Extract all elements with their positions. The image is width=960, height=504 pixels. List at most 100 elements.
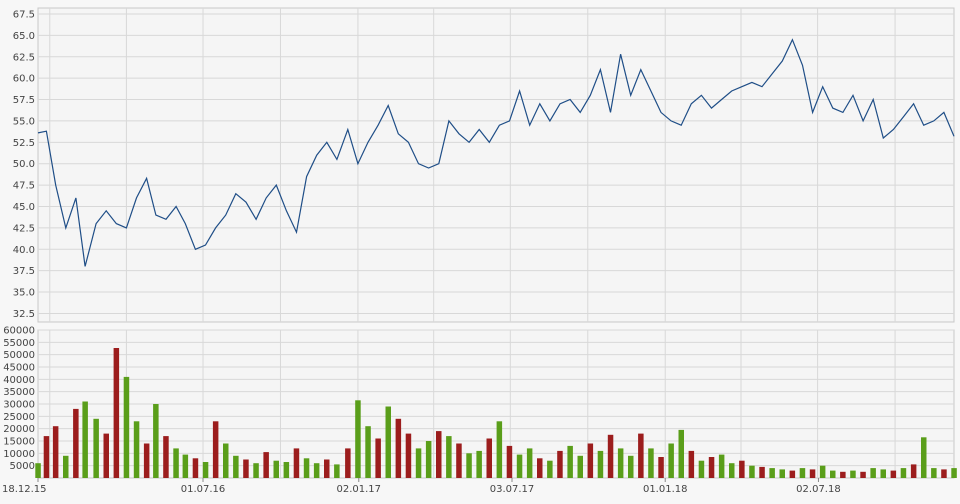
price-y-tick-label: 45.0	[13, 202, 35, 213]
volume-bar	[870, 468, 876, 478]
x-tick-label: 02.01.17	[337, 484, 382, 495]
volume-bar	[113, 348, 120, 478]
x-tick-label: 03.07.17	[490, 484, 535, 495]
volume-bar	[93, 418, 99, 478]
volume-bar	[789, 470, 796, 478]
volume-bar	[273, 460, 279, 478]
price-y-tick-label: 65.0	[13, 31, 35, 42]
x-axis: 18.12.15 01.07.16 02.01.17 03.07.17 01.01.18…	[2, 478, 841, 495]
volume-bar	[739, 460, 745, 478]
volume-bar	[192, 458, 199, 478]
volume-bar	[436, 431, 442, 478]
volume-bar	[547, 460, 553, 478]
volume-bar	[486, 438, 492, 478]
volume-bar	[202, 462, 209, 478]
price-y-tick-label: 40.0	[13, 245, 35, 256]
volume-bar	[355, 400, 361, 478]
volume-y-tick-label: 30000	[3, 400, 35, 411]
volume-bar	[931, 468, 937, 478]
volume-bar	[395, 418, 402, 478]
price-y-tick-label: 47.5	[13, 181, 35, 192]
volume-bar	[749, 465, 755, 478]
volume-bar	[133, 421, 140, 478]
volume-bar	[597, 450, 604, 478]
volume-y-tick-label: 5000	[10, 461, 35, 472]
volume-bar	[233, 455, 239, 478]
volume-y-tick-label: 50000	[3, 350, 35, 361]
volume-bar	[668, 443, 674, 478]
volume-bar	[173, 448, 179, 478]
volume-bar	[63, 455, 69, 478]
volume-bar	[212, 421, 219, 478]
volume-bar	[405, 433, 412, 478]
price-y-tick-label: 60.0	[13, 74, 35, 85]
volume-bar	[324, 459, 330, 478]
volume-bar	[313, 463, 320, 478]
volume-bar	[466, 453, 472, 478]
volume-bar	[900, 468, 907, 478]
volume-bar	[567, 445, 573, 478]
price-series-line	[37, 38, 955, 267]
volume-bar	[143, 443, 150, 478]
volume-bar	[35, 463, 41, 478]
volume-bar	[577, 455, 583, 478]
volume-y-tick-label: 10000	[3, 449, 35, 460]
volume-bar	[921, 437, 927, 478]
volume-bar	[880, 469, 886, 478]
volume-bar	[52, 426, 59, 478]
price-y-tick-label: 35.0	[13, 288, 35, 299]
volume-bar	[688, 450, 695, 478]
volume-bar	[526, 448, 533, 478]
volume-bar	[345, 448, 351, 478]
volume-bar	[73, 408, 79, 478]
volume-bar	[617, 448, 624, 478]
volume-bar	[283, 462, 290, 478]
volume-bar	[334, 464, 340, 478]
x-tick-label: 01.07.16	[181, 484, 226, 495]
volume-y-tick-label: 55000	[3, 338, 35, 349]
volume-bar	[890, 470, 897, 478]
price-y-tick-label: 32.5	[13, 309, 35, 320]
volume-bar	[678, 429, 684, 478]
volume-bar	[223, 443, 229, 478]
volume-bar	[769, 468, 775, 478]
volume-bar	[153, 404, 159, 478]
volume-bar	[476, 450, 482, 478]
price-panel: 32.5 35.0 37.5 40.0 42.5 45.0 47.5 50.0 52.5 55.0…	[13, 7, 955, 323]
volume-y-tick-label: 25000	[3, 412, 35, 423]
volume-bar	[557, 450, 563, 478]
volume-bar	[446, 436, 452, 478]
volume-bar	[799, 468, 806, 478]
volume-bar	[163, 436, 169, 478]
volume-bar	[253, 463, 259, 478]
volume-bar	[385, 406, 391, 478]
volume-bar	[103, 433, 109, 478]
volume-bar	[303, 458, 310, 478]
volume-bar	[243, 459, 249, 478]
volume-bar	[860, 471, 866, 478]
volume-bar	[628, 455, 634, 478]
volume-bar	[456, 443, 462, 478]
price-y-tick-label: 55.0	[13, 116, 35, 127]
price-y-tick-label: 37.5	[13, 266, 35, 277]
volume-bar	[607, 434, 614, 478]
price-y-tick-label: 52.5	[13, 138, 35, 149]
volume-y-tick-label: 45000	[3, 363, 35, 374]
volume-bar	[263, 452, 269, 478]
volume-bar	[537, 458, 543, 478]
price-y-tick-label: 67.5	[13, 9, 35, 20]
x-tick-label: 02.07.18	[796, 484, 841, 495]
volume-bar	[708, 457, 715, 478]
volume-bar	[850, 470, 856, 478]
price-y-tick-label: 42.5	[13, 223, 35, 234]
volume-bar	[425, 441, 432, 478]
volume-bar	[698, 460, 705, 478]
volume-y-tick-label: 15000	[3, 437, 35, 448]
volume-bar	[82, 401, 88, 478]
volume-bar	[819, 465, 826, 478]
price-y-tick-label: 62.5	[13, 52, 35, 63]
volume-bar	[779, 469, 785, 478]
